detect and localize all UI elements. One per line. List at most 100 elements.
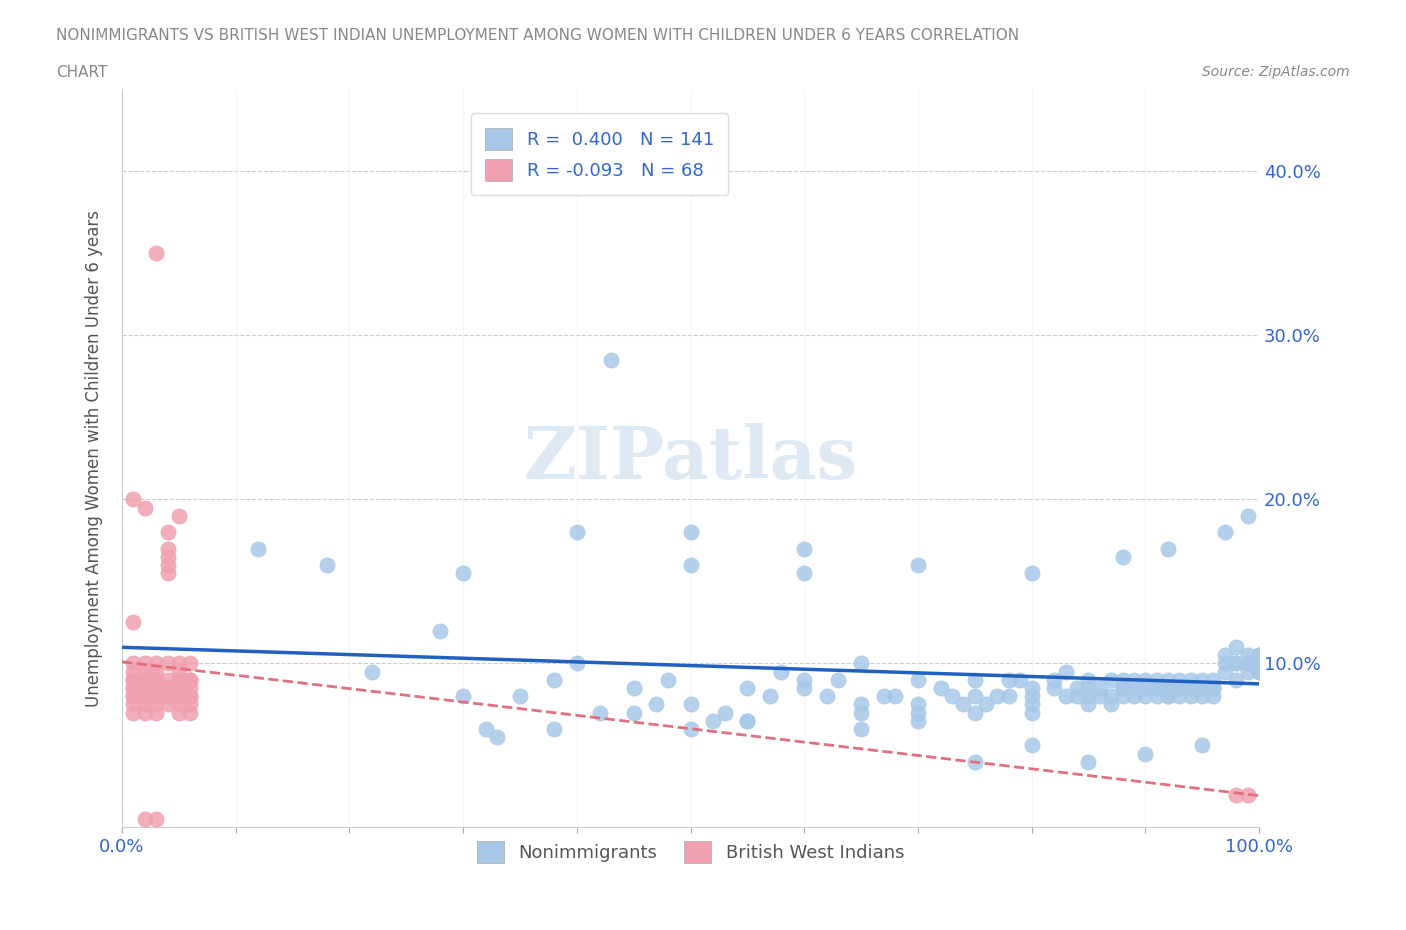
Point [1111, 550, 1133, 565]
Point [1236, 648, 1258, 663]
Point [1180, 681, 1202, 696]
Point [737, 681, 759, 696]
Point [1202, 672, 1225, 687]
Point [167, 672, 190, 687]
Point [134, 689, 156, 704]
Point [849, 705, 872, 720]
Point [1021, 705, 1043, 720]
Point [145, 656, 167, 671]
Point [122, 681, 145, 696]
Point [1191, 681, 1213, 696]
Point [963, 705, 986, 720]
Point [1236, 664, 1258, 679]
Point [145, 664, 167, 679]
Point [134, 664, 156, 679]
Point [134, 681, 156, 696]
Point [1236, 656, 1258, 671]
Point [145, 689, 167, 704]
Point [122, 681, 145, 696]
Point [167, 672, 190, 687]
Point [1088, 681, 1111, 696]
Point [1213, 656, 1236, 671]
Point [1225, 787, 1247, 802]
Point [1122, 681, 1144, 696]
Point [1247, 656, 1270, 671]
Point [998, 689, 1021, 704]
Point [145, 672, 167, 687]
Point [1213, 525, 1236, 539]
Point [1077, 681, 1099, 696]
Point [1236, 509, 1258, 524]
Point [1157, 681, 1180, 696]
Point [361, 664, 384, 679]
Point [156, 525, 179, 539]
Point [122, 697, 145, 711]
Point [1247, 664, 1270, 679]
Point [179, 672, 201, 687]
Point [1202, 681, 1225, 696]
Point [986, 689, 1008, 704]
Point [1180, 681, 1202, 696]
Point [1247, 648, 1270, 663]
Point [907, 705, 929, 720]
Point [849, 656, 872, 671]
Point [1135, 689, 1157, 704]
Point [145, 697, 167, 711]
Point [1213, 648, 1236, 663]
Point [134, 812, 156, 827]
Point [793, 541, 815, 556]
Point [1247, 664, 1270, 679]
Point [1021, 738, 1043, 753]
Point [1168, 681, 1191, 696]
Point [1088, 689, 1111, 704]
Point [145, 705, 167, 720]
Point [679, 697, 702, 711]
Point [1157, 681, 1180, 696]
Point [167, 656, 190, 671]
Point [134, 681, 156, 696]
Point [963, 689, 986, 704]
Point [122, 672, 145, 687]
Point [134, 689, 156, 704]
Point [179, 689, 201, 704]
Point [1191, 689, 1213, 704]
Point [1066, 681, 1088, 696]
Point [1135, 681, 1157, 696]
Point [1247, 656, 1270, 671]
Point [1146, 681, 1168, 696]
Point [1077, 689, 1099, 704]
Point [167, 705, 190, 720]
Point [793, 672, 815, 687]
Point [679, 525, 702, 539]
Point [1111, 672, 1133, 687]
Point [1236, 656, 1258, 671]
Point [145, 246, 167, 260]
Point [167, 509, 190, 524]
Point [588, 705, 610, 720]
Point [451, 565, 474, 580]
Point [1077, 672, 1099, 687]
Point [1122, 689, 1144, 704]
Point [122, 689, 145, 704]
Point [907, 558, 929, 573]
Point [929, 681, 952, 696]
Point [1135, 672, 1157, 687]
Text: NONIMMIGRANTS VS BRITISH WEST INDIAN UNEMPLOYMENT AMONG WOMEN WITH CHILDREN UNDE: NONIMMIGRANTS VS BRITISH WEST INDIAN UNE… [56, 28, 1019, 43]
Point [134, 697, 156, 711]
Point [122, 664, 145, 679]
Point [1157, 689, 1180, 704]
Point [122, 615, 145, 630]
Point [179, 656, 201, 671]
Point [1168, 681, 1191, 696]
Point [1180, 689, 1202, 704]
Point [702, 713, 724, 728]
Point [156, 681, 179, 696]
Point [1099, 672, 1122, 687]
Point [1135, 681, 1157, 696]
Point [156, 697, 179, 711]
Point [1168, 689, 1191, 704]
Point [1146, 672, 1168, 687]
Point [623, 705, 645, 720]
Point [565, 525, 588, 539]
Point [1077, 697, 1099, 711]
